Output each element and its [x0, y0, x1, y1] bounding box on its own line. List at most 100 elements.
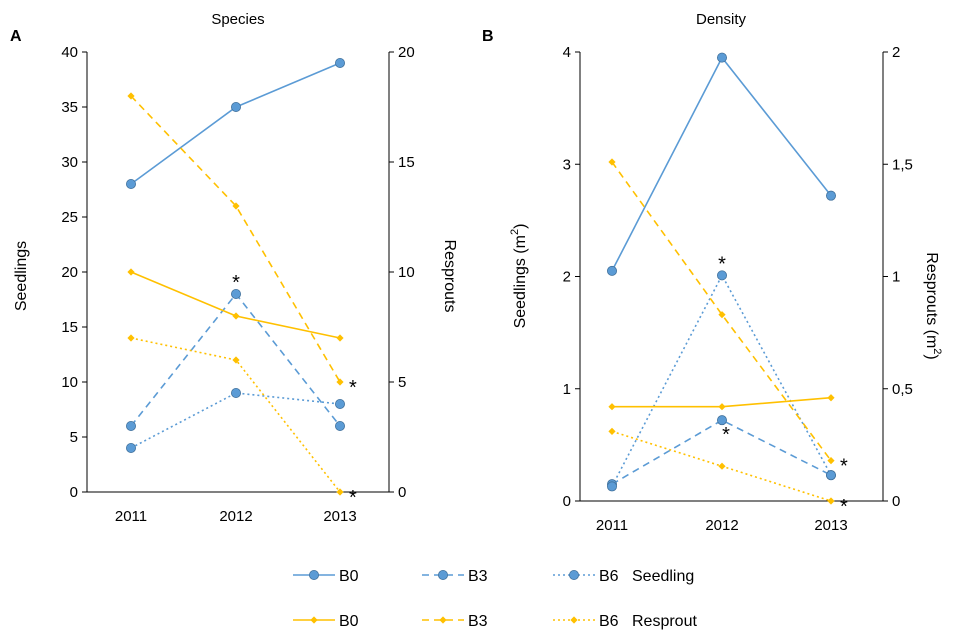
panel-b-left-tick-label: 0 [563, 493, 571, 510]
panel-b-right-tick-label: 1,5 [892, 156, 913, 173]
panel-a-resprout-b6-point [336, 488, 344, 496]
panel-b-x-tick-label: 2013 [814, 517, 847, 534]
panel-b-resprout-b3-point [608, 158, 616, 166]
legend-seedling-b3-marker [437, 570, 448, 581]
panel-b-right-tick-label: 0 [892, 493, 900, 510]
panel-a-right-tick-label: 5 [398, 374, 406, 391]
legend-resprout-b3-label: B3 [468, 613, 488, 630]
panel-a-x-tick-label: 2013 [323, 508, 356, 525]
panel-b-right-axis-label: Resprouts (m2) [923, 252, 943, 359]
panel-b-left-axis-label-sup: 2 [509, 229, 521, 235]
panel-a-seedling-b6-point [230, 387, 241, 398]
panel-b-resprout-b0-point [608, 403, 616, 411]
panel-a-left-tick-label: 25 [61, 209, 78, 226]
panel-a-right-axis-label: Resprouts [441, 240, 458, 313]
legend-seedling-b6-marker [569, 570, 580, 581]
legend-seedling-group-label: Seedling [632, 568, 694, 585]
panel-b-significance-star: * [718, 253, 726, 275]
panel-a-resprout-b3-point [127, 92, 135, 100]
panel-b-seedling-b0-line [611, 56, 832, 272]
panel-a-x-tick-label: 2012 [219, 508, 252, 525]
panel-a-resprout-b6-line [130, 337, 341, 493]
panel-b-resprout-b6-point [718, 462, 726, 470]
panel-b-left-tick-label: 4 [563, 44, 571, 61]
panel-a-x-tick-label: 2011 [115, 508, 147, 525]
panel-b-x-tick-label: 2011 [596, 517, 628, 534]
panel-a-significance-star: * [232, 272, 240, 294]
legend-resprout-group-label: Resprout [632, 613, 697, 630]
panel-a-resprout-b6-point [232, 356, 240, 364]
panel-b-resprout-b6-point [827, 497, 835, 505]
panel-b-seedling-b6-point [826, 470, 837, 481]
panel-b-resprout-b3-line [611, 161, 832, 462]
panel-a-left-tick-label: 15 [61, 319, 78, 336]
panel-a-seedling-b3-point [230, 288, 241, 299]
panel-a-right-tick-label: 10 [398, 264, 415, 281]
panel-a-resprout-b0-point [336, 334, 344, 342]
panel-b-left-tick-label: 3 [563, 156, 571, 173]
panel-a-resprout-b3-point [232, 202, 240, 210]
panel-a-left-axis-label: Seedlings [13, 241, 30, 311]
panel-a-title: Species [211, 11, 264, 28]
panel-a-seedling-b0-point [334, 58, 345, 69]
panel-a-letter: A [10, 28, 22, 45]
panel-b-resprout-b0-point [718, 403, 726, 411]
panel-b-left-tick-label: 2 [563, 269, 571, 286]
legend-seedling-b0-label: B0 [339, 568, 359, 585]
legend-seedling-b0-marker [308, 570, 319, 581]
panel-a-seedling-b0-point [230, 102, 241, 113]
panel-a-left-tick-label: 40 [61, 44, 78, 61]
legend-resprout-b6-marker [570, 616, 578, 624]
panel-b-seedling-b6-point [717, 270, 728, 281]
panel-a-resprout-b6-point [127, 334, 135, 342]
panel-a-seedling-b6-point [126, 442, 137, 453]
legend-resprout-b0-marker [310, 616, 318, 624]
panel-b-resprout-b0-point [827, 394, 835, 402]
panel-b-right-axis-label-text: Resprouts (m [923, 252, 940, 348]
panel-b-resprout-b6-point [608, 427, 616, 436]
panel-b-seedling-b0-point [607, 265, 618, 276]
panel-b-right-axis-label-sup: 2 [931, 348, 943, 354]
panel-b-right-tick-label: 0,5 [892, 381, 913, 398]
legend-resprout-b3-marker [439, 616, 447, 624]
panel-b-seedling-b0-point [717, 52, 728, 63]
legend-seedling-b3-label: B3 [468, 568, 488, 585]
panel-b-significance-star: * [840, 496, 848, 518]
panel-b-x-tick-label: 2012 [705, 517, 738, 534]
panel-a-significance-star: * [349, 487, 357, 509]
panel-a-seedling-b3-point [334, 420, 345, 431]
panel-a-significance-star: * [349, 377, 357, 399]
panel-a-right-tick-label: 0 [398, 484, 406, 501]
panel-a-resprout-b0-point [232, 312, 240, 320]
panel-a-left-tick-label: 35 [61, 99, 78, 116]
panel-b-title: Density [696, 11, 747, 28]
panel-b-left-tick-label: 1 [563, 381, 571, 398]
panel-b-seedling-b3-line [611, 419, 832, 485]
legend-seedling-b6-label: B6 [599, 568, 619, 585]
panel-a-seedling-b0-line [130, 62, 341, 185]
legend-resprout-b0-label: B0 [339, 613, 359, 630]
panel-b-seedling-b3-point [717, 415, 728, 426]
legend-resprout-b6-label: B6 [599, 613, 619, 630]
panel-b-right-tick-label: 2 [892, 44, 900, 61]
panel-b-left-axis-label: Seedlings (m2) [509, 224, 529, 329]
panel-a-resprout-b3-line [130, 95, 341, 383]
panel-b-seedling-b6-point [607, 481, 618, 492]
panel-a-left-tick-label: 10 [61, 374, 78, 391]
panel-b-right-axis-label-close: ) [923, 354, 940, 359]
panel-a-left-tick-label: 0 [70, 484, 78, 501]
panel-a-seedling-b6-line [130, 392, 341, 449]
panel-a-resprout-b0-point [127, 268, 135, 276]
panel-b-significance-star: * [722, 424, 730, 446]
legend: B0 B3 B6 Seedling B0 B3 B6 Resprout [293, 568, 697, 630]
panel-b-letter: B [482, 28, 494, 45]
panel-a-seedling-b3-point [126, 420, 137, 431]
panel-a-left-tick-label: 20 [61, 264, 78, 281]
panel-b-resprout-b3-point [718, 311, 726, 319]
panel-a-right-tick-label: 20 [398, 44, 415, 61]
panel-a-seedling-b6-point [334, 398, 345, 409]
panel-a-resprout-b3-point [336, 378, 344, 386]
